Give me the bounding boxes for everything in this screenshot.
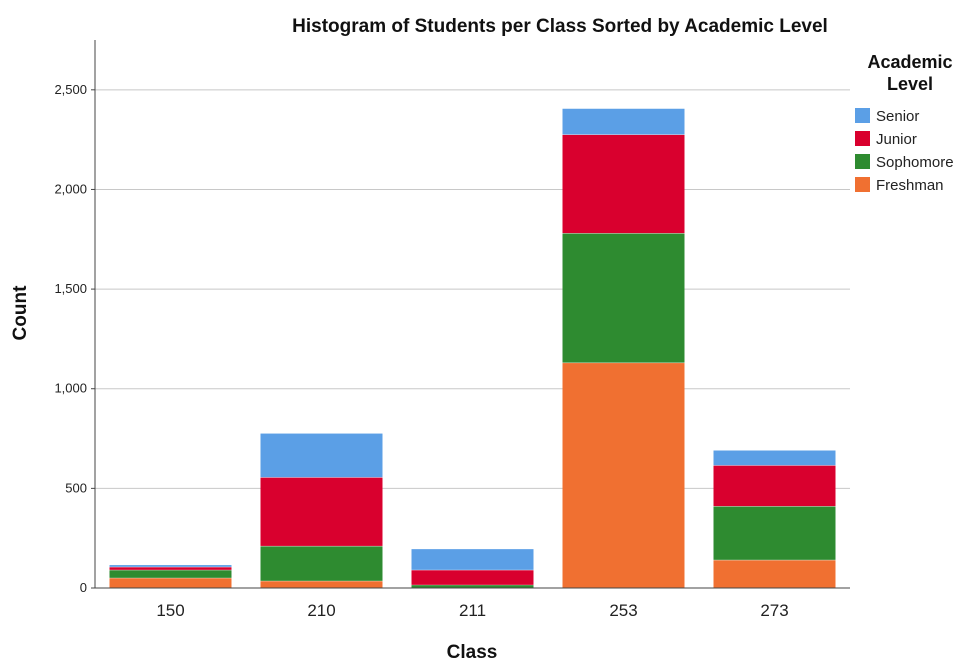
legend-title: Level: [887, 74, 933, 94]
bar-210-freshman: [260, 581, 383, 588]
legend-swatch-freshman: [855, 177, 870, 192]
bar-150-sophomore: [109, 570, 232, 579]
bar-150-freshman: [109, 578, 232, 588]
bar-210-senior: [260, 433, 383, 478]
x-tick-label: 150: [156, 601, 184, 620]
bar-211-junior: [411, 570, 534, 586]
x-tick-label: 211: [459, 601, 486, 620]
legend-label-junior: Junior: [876, 131, 917, 148]
legend-label-sophomore: Sophomore: [876, 154, 954, 171]
gridlines: [95, 89, 850, 489]
bar-210-junior: [260, 477, 383, 547]
tick-labels: 0 500 1,000 1,500 2,000 2,500 150 210 211 253 273: [54, 82, 788, 620]
bar-211-senior: [411, 549, 534, 571]
legend-title: Academic: [867, 52, 952, 72]
y-axis-label: Count: [10, 285, 31, 341]
bar-211-sophomore: [411, 585, 534, 588]
y-tick-label: 0: [80, 580, 87, 595]
y-tick-label: 1,000: [54, 381, 87, 396]
bar-273-sophomore: [713, 506, 836, 561]
bar-150-senior: [109, 565, 232, 568]
y-tick-label: 500: [65, 480, 87, 495]
legend-swatch-junior: [855, 131, 870, 146]
bar-273-freshman: [713, 560, 836, 588]
legend-label-senior: Senior: [876, 108, 919, 125]
bar-253-senior: [562, 108, 685, 135]
chart-title: Histogram of Students per Class Sorted b…: [292, 16, 828, 37]
bar-150-junior: [109, 567, 232, 571]
x-tick-label: 210: [307, 601, 335, 620]
bar-210-sophomore: [260, 546, 383, 582]
bar-273-junior: [713, 465, 836, 507]
y-tick-label: 2,500: [54, 82, 87, 97]
axes: [94, 40, 850, 589]
legend-swatch-sophomore: [855, 154, 870, 169]
x-tick-label: 253: [609, 601, 637, 620]
y-tick-label: 1,500: [54, 281, 87, 296]
x-axis-label: Class: [447, 642, 498, 660]
bar-253-sophomore: [562, 233, 685, 363]
bar-253-junior: [562, 134, 685, 234]
bar-253-freshman: [562, 362, 685, 588]
y-tick-label: 2,000: [54, 181, 87, 196]
bars: [109, 108, 836, 588]
legend-swatch-senior: [855, 108, 870, 123]
bar-273-senior: [713, 450, 836, 466]
legend-label-freshman: Freshman: [876, 177, 944, 194]
x-tick-label: 273: [760, 601, 788, 620]
